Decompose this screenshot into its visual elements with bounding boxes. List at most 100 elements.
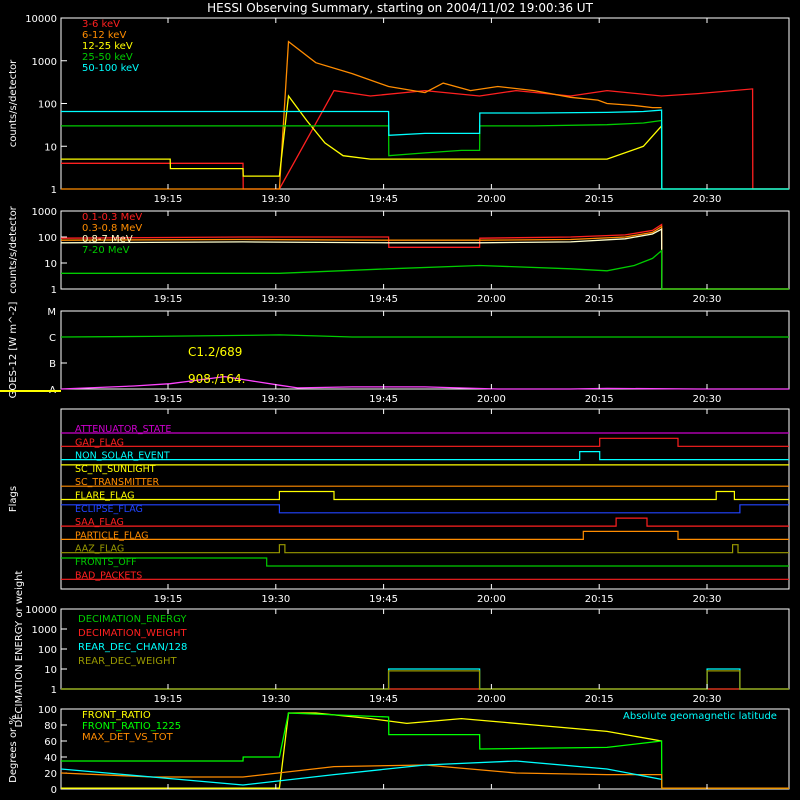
x-tick-label: 19:30: [261, 194, 290, 205]
y-tick-label: 20: [44, 769, 57, 780]
flag-label: FRONTS_OFF: [75, 557, 137, 568]
y-tick-label: 10: [44, 665, 57, 676]
x-tick-label: 19:45: [369, 394, 398, 405]
flags-ylabel: Flags: [8, 486, 19, 512]
series-line-5-3: [60, 760, 662, 786]
figure-title: HESSI Observing Summary, starting on 200…: [207, 1, 593, 15]
legend-entry: 12-25 keV: [82, 41, 133, 52]
x-tick-label: 20:15: [585, 694, 614, 705]
time-axis-2: 19:15 19:30 19:45 20:00 20:15 20:30: [154, 311, 722, 405]
series-line-2-0: [60, 334, 789, 338]
x-tick-label: 19:15: [154, 694, 183, 705]
series-line-5-2: [60, 764, 789, 789]
y-tick-label: 1: [51, 685, 57, 696]
legend-entry: 3-6 keV: [82, 19, 120, 30]
flag-label: SC_IN_SUNLIGHT: [75, 464, 156, 475]
x-tick-label: 20:15: [585, 194, 614, 205]
x-tick-label: 20:30: [693, 394, 722, 405]
flag-label: BAD_PACKETS: [75, 570, 142, 581]
x-tick-label: 20:15: [585, 294, 614, 305]
flag-trace-1: [61, 437, 789, 447]
front-rates-ylabel: counts/s/detector: [8, 59, 19, 147]
y-tick-label: 10: [44, 259, 57, 270]
x-tick-label: 19:45: [369, 194, 398, 205]
flag-label: ECLIPSE_FLAG: [75, 504, 143, 515]
series-line-0-2: [61, 94, 789, 190]
flag-label: SC_TRANSMITTER: [75, 477, 160, 488]
flag-trace-10: [61, 557, 789, 567]
x-tick-label: 19:45: [369, 694, 398, 705]
y-tick-label: 0: [51, 785, 57, 796]
x-tick-label: 19:15: [154, 394, 183, 405]
flag-trace-7: [61, 517, 789, 527]
x-tick-label: 20:30: [693, 594, 722, 605]
x-tick-label: 19:15: [154, 294, 183, 305]
legend-entry: REAR_DEC_CHAN/128: [78, 642, 187, 653]
y-tick-label: 40: [44, 753, 57, 764]
series-line-4-3: [61, 670, 789, 690]
y-tick-label: M: [47, 307, 56, 318]
legend-entry: REAR_DEC_WEIGHT: [78, 656, 177, 667]
series-line-0-3: [61, 119, 789, 190]
y-tick-label: 1: [51, 185, 57, 196]
legend-entry: MAX_DET_VS_TOT: [82, 732, 174, 743]
time-axis-4: 19:15 19:30 19:45 20:00 20:15 20:30: [154, 609, 721, 705]
y-tick-label: 10: [44, 142, 57, 153]
series-line-0-4: [61, 109, 789, 190]
series-line-1-3: [61, 249, 789, 290]
y-tick-label: 100: [38, 705, 57, 716]
x-tick-label: 20:30: [693, 294, 722, 305]
x-tick-label: 20:30: [693, 194, 722, 205]
ratios-frame: [60, 708, 790, 790]
x-tick-label: 20:15: [585, 394, 614, 405]
legend-entry: 0.8-7 MeV: [82, 234, 133, 245]
y-tick-label: 100: [38, 233, 57, 244]
x-tick-label: 19:30: [261, 294, 290, 305]
legend-entry: DECIMATION_WEIGHT: [78, 628, 187, 639]
y-tick-label: 1000: [32, 57, 57, 68]
legend-entry: 25-50 keV: [82, 52, 133, 63]
time-axis-0: 19:15 19:30 19:45 20:00 20:15 20:30: [154, 18, 722, 205]
x-tick-label: 20:00: [477, 694, 506, 705]
x-tick-label: 20:00: [477, 594, 506, 605]
x-tick-label: 19:15: [154, 594, 183, 605]
legend-entry: DECIMATION_ENERGY: [78, 614, 187, 625]
y-tick-label: B: [49, 359, 56, 370]
flag-trace-5: [61, 490, 789, 501]
rear-rates-frame: [60, 210, 790, 290]
legend-entry: 7-20 MeV: [82, 245, 130, 256]
rear-rates-ylabel: counts/s/detector: [8, 205, 19, 293]
time-axis-1: 19:15 19:30 19:45 20:00 20:15 20:30: [154, 211, 722, 305]
x-tick-label: 19:30: [261, 394, 290, 405]
y-tick-label: 60: [44, 737, 57, 748]
x-tick-label: 19:45: [369, 594, 398, 605]
x-tick-label: 20:15: [585, 594, 614, 605]
legend-entry: FRONT_RATIO: [82, 710, 151, 721]
legend-entry-geomagnetic: Absolute geomagnetic latitude: [623, 711, 777, 722]
legend-entry: 50-100 keV: [82, 63, 139, 74]
y-tick-label: 10000: [25, 605, 57, 616]
series-line-5-1: [61, 712, 789, 789]
flag-label: SAA_FLAG: [75, 517, 124, 528]
x-tick-label: 19:30: [261, 594, 290, 605]
flag-label: NON_SOLAR_EVENT: [75, 451, 170, 462]
y-tick-label: 1000: [32, 207, 57, 218]
y-tick-label: C: [49, 333, 56, 344]
x-tick-label: 20:00: [477, 194, 506, 205]
flag-trace-2: [61, 451, 789, 461]
flag-label: FLARE_FLAG: [75, 491, 135, 502]
flag-label: GAP_FLAG: [75, 437, 124, 448]
x-tick-label: 20:00: [477, 394, 506, 405]
time-axis-3: 19:15 19:30 19:45 20:00 20:15 20:30: [154, 409, 722, 605]
y-tick-label: 100: [38, 645, 57, 656]
flag-trace-8: [61, 530, 789, 540]
y-tick-label: 10000: [25, 14, 57, 25]
y-tick-label: 80: [44, 721, 57, 732]
x-tick-label: 19:30: [261, 694, 290, 705]
flag-label: PARTICLE_FLAG: [75, 530, 148, 541]
flag-label: ATTENUATOR_STATE: [75, 424, 171, 435]
legend-entry: FRONT_RATIO_1225: [82, 721, 181, 732]
flag-trace-9: [61, 544, 789, 554]
y-tick-label: 100: [38, 100, 57, 111]
